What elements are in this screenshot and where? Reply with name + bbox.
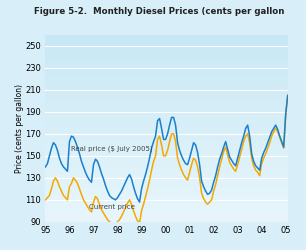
Text: Current price: Current price — [89, 204, 135, 210]
Y-axis label: Price (cents per gallon): Price (cents per gallon) — [15, 84, 24, 173]
Text: Real price ($ July 2005): Real price ($ July 2005) — [72, 146, 153, 152]
Text: Figure 5-2.  Monthly Diesel Prices (cents per gallon: Figure 5-2. Monthly Diesel Prices (cents… — [34, 8, 284, 16]
